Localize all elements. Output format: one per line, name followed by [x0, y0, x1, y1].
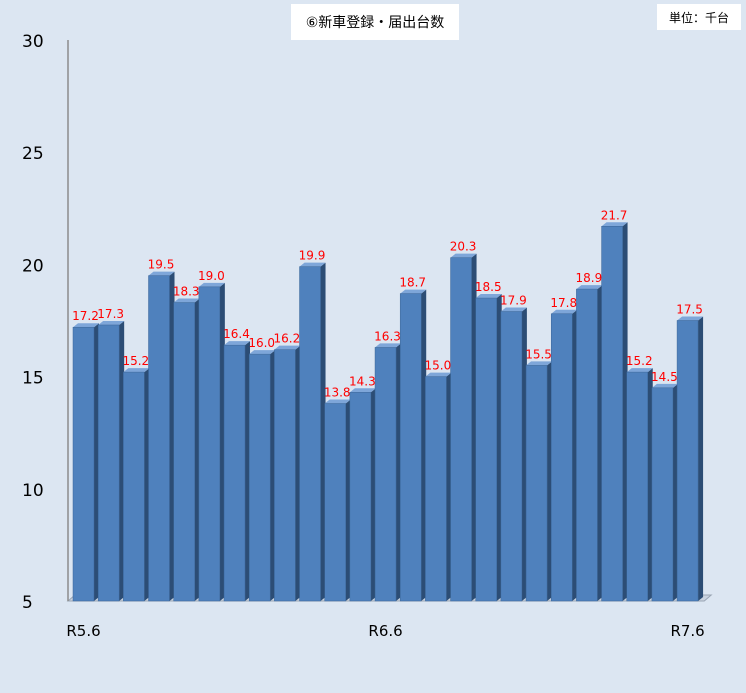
- bar: [576, 285, 603, 602]
- data-label: 17.5: [676, 303, 703, 317]
- bar: [274, 345, 301, 602]
- data-label: 16.0: [248, 336, 275, 350]
- data-label: 19.9: [299, 249, 326, 263]
- x-tick-label: R7.6: [670, 622, 704, 640]
- bar: [601, 222, 628, 602]
- unit-label: 単位：千台: [657, 4, 741, 30]
- data-label: 14.5: [651, 370, 678, 384]
- x-tick-label: R5.6: [66, 622, 100, 640]
- bar: [500, 307, 527, 602]
- bar: [550, 309, 578, 602]
- chart-title: ⑥新車登録・届出台数: [291, 4, 459, 40]
- data-label: 16.4: [223, 327, 250, 341]
- bar: [676, 316, 704, 602]
- bar: [123, 368, 150, 602]
- bar: [324, 399, 351, 602]
- bar: [475, 294, 502, 602]
- data-label: 17.9: [500, 294, 527, 308]
- bar: [299, 262, 326, 602]
- axes-group: 5 10 15 20 25 30 R5.6 R6.6 R7.6: [22, 32, 705, 640]
- data-label: 18.3: [173, 285, 200, 299]
- y-tick-label: 25: [22, 144, 44, 164]
- data-label: 15.2: [626, 354, 653, 368]
- bar: [72, 323, 99, 602]
- y-tick-label: 5: [22, 593, 33, 613]
- bars-group: [72, 222, 704, 602]
- x-tick-label: R6.6: [368, 622, 402, 640]
- bar: [148, 271, 175, 602]
- bar: [626, 368, 653, 602]
- y-tick-label: 20: [22, 256, 44, 276]
- data-label: 15.2: [122, 354, 149, 368]
- data-label: 17.8: [550, 296, 577, 310]
- bar: [425, 372, 452, 602]
- data-label: 16.2: [274, 332, 301, 346]
- data-label: 20.3: [450, 240, 477, 254]
- data-label: 18.5: [475, 280, 502, 294]
- y-tick-label: 10: [22, 481, 44, 501]
- bar: [450, 253, 477, 602]
- data-label: 18.9: [576, 271, 603, 285]
- data-label: 19.0: [198, 269, 225, 283]
- bar: [248, 350, 276, 602]
- data-label: 19.5: [148, 258, 175, 272]
- data-label: 16.3: [374, 329, 401, 343]
- data-label: 21.7: [601, 208, 628, 222]
- data-label: 14.3: [349, 374, 376, 388]
- data-label: 15.0: [425, 359, 452, 373]
- data-label: 13.8: [324, 386, 351, 400]
- bar: [223, 341, 251, 602]
- data-label: 17.3: [97, 307, 124, 321]
- bar: [651, 383, 678, 602]
- bar: [198, 282, 225, 602]
- data-label: 17.2: [72, 309, 99, 323]
- bar: [173, 298, 200, 602]
- data-labels-group: 17.217.3 15.2 19.5 18.3 19.0 16.416.016.2 19.9…: [72, 208, 703, 399]
- data-label: 18.7: [399, 276, 426, 290]
- data-label: 15.5: [525, 347, 552, 361]
- bar: [97, 320, 125, 602]
- bar: [525, 361, 553, 602]
- y-tick-label: 30: [22, 32, 44, 52]
- bar: [349, 388, 376, 602]
- bar: [399, 289, 427, 602]
- y-tick-label: 15: [22, 369, 44, 389]
- bar: [374, 343, 402, 602]
